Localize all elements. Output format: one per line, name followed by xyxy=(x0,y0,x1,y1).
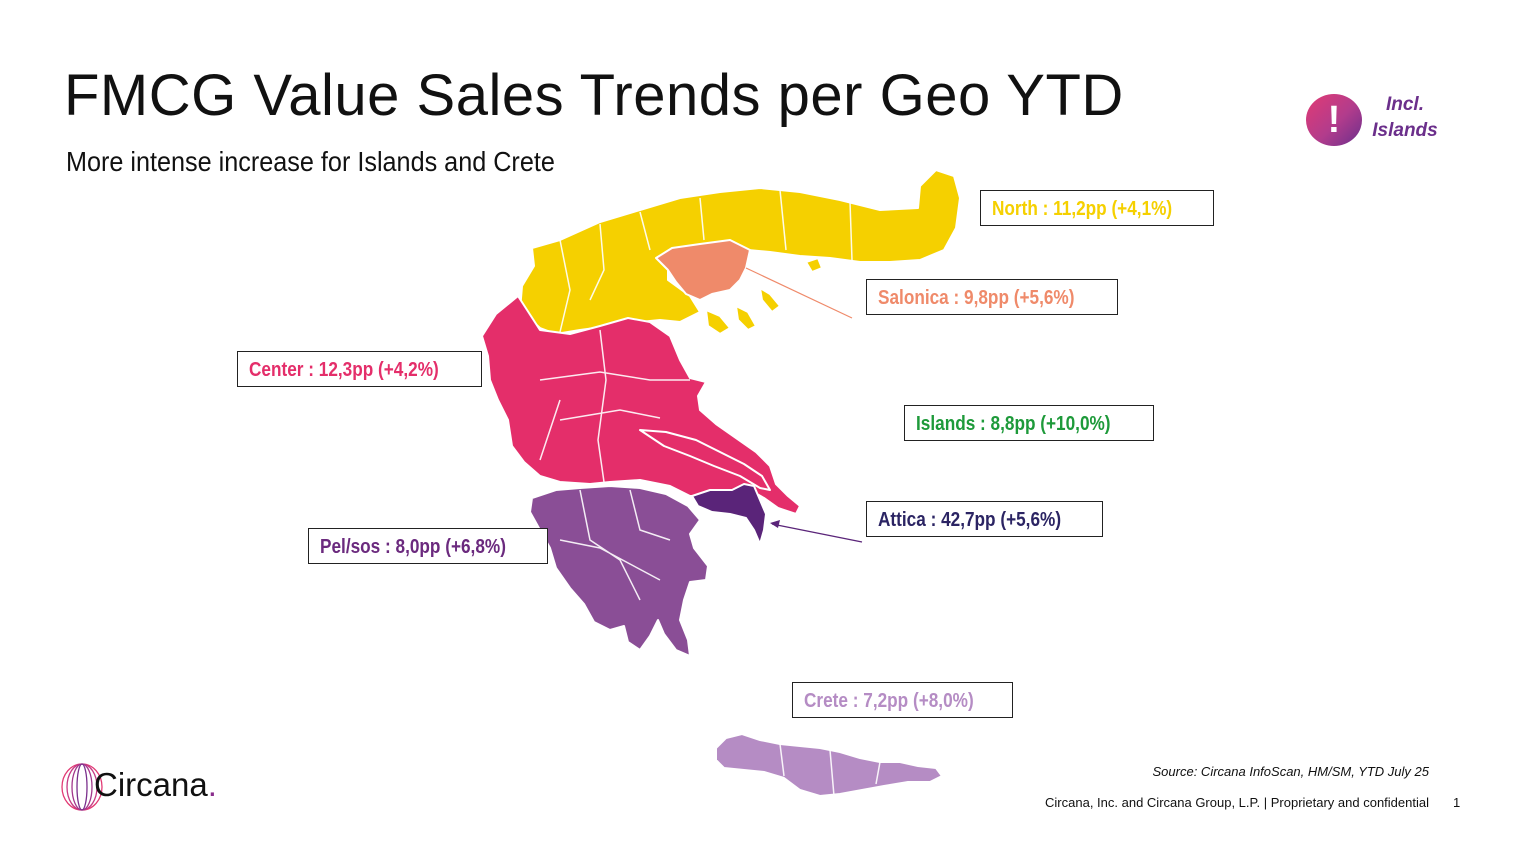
page-number: 1 xyxy=(1453,795,1461,810)
notice-text: Incl. Islands xyxy=(1370,92,1440,144)
source-note: Source: Circana InfoScan, HM/SM, YTD Jul… xyxy=(1152,764,1429,779)
page-title: FMCG Value Sales Trends per Geo YTD xyxy=(64,63,1124,128)
label-north-text: North : 11,2pp (+4,1%) xyxy=(992,198,1173,220)
circana-logo: Circana. xyxy=(60,762,250,812)
label-center-text: Center : 12,3pp (+4,2%) xyxy=(249,359,439,381)
footer-confidential: Circana, Inc. and Circana Group, L.P. | … xyxy=(1045,795,1429,810)
attica-arrowhead xyxy=(770,520,780,528)
label-islands-text: Islands : 8,8pp (+10,0%) xyxy=(916,413,1111,435)
label-center: Center : 12,3pp (+4,2%) xyxy=(237,351,482,387)
circana-logo-icon xyxy=(61,763,103,811)
label-pelsos-text: Pel/sos : 8,0pp (+6,8%) xyxy=(320,536,506,558)
label-crete-text: Crete : 7,2pp (+8,0%) xyxy=(804,690,974,712)
logo-dot: . xyxy=(207,766,217,803)
label-attica: Attica : 42,7pp (+5,6%) xyxy=(866,501,1103,537)
label-crete: Crete : 7,2pp (+8,0%) xyxy=(792,682,1014,718)
label-salonica: Salonica : 9,8pp (+5,6%) xyxy=(866,279,1119,315)
salonica-leader-line xyxy=(745,267,853,319)
label-pelsos: Pel/sos : 8,0pp (+6,8%) xyxy=(308,528,549,564)
label-salonica-text: Salonica : 9,8pp (+5,6%) xyxy=(878,287,1075,309)
label-attica-text: Attica : 42,7pp (+5,6%) xyxy=(878,509,1062,531)
attica-leader-line xyxy=(771,523,863,543)
label-north: North : 11,2pp (+4,1%) xyxy=(980,190,1214,226)
region-crete[interactable] xyxy=(715,733,943,797)
label-islands: Islands : 8,8pp (+10,0%) xyxy=(904,405,1155,441)
region-peloponnese[interactable] xyxy=(529,485,709,657)
region-attica[interactable] xyxy=(691,483,767,545)
internal-borders xyxy=(539,189,881,797)
islands-notice: ! Incl. Islands xyxy=(1306,92,1456,148)
exclamation-icon: ! xyxy=(1306,94,1362,146)
page-subtitle: More intense increase for Islands and Cr… xyxy=(66,146,555,177)
circana-logo-text: Circana. xyxy=(94,766,217,804)
region-salonica[interactable] xyxy=(655,239,751,301)
logo-name: Circana xyxy=(94,766,208,803)
region-north-thasos[interactable] xyxy=(805,257,823,273)
notice-text-line1: Incl. xyxy=(1385,94,1424,115)
notice-text-line2: Islands xyxy=(1372,120,1438,141)
region-center-evia[interactable] xyxy=(639,429,771,491)
region-north-chalkidiki[interactable] xyxy=(705,287,781,335)
